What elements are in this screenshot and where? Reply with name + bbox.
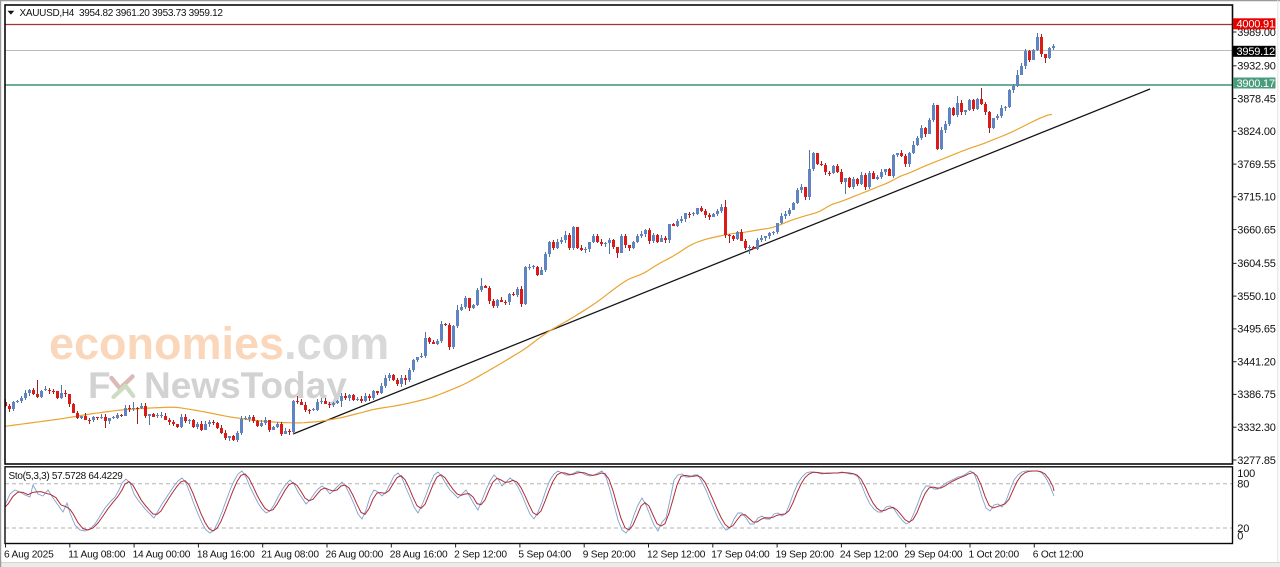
- svg-text:3715.10: 3715.10: [1237, 192, 1275, 204]
- svg-text:3959.12: 3959.12: [1237, 46, 1275, 58]
- svg-text:21 Aug 08:00: 21 Aug 08:00: [261, 550, 319, 561]
- svg-text:3989.00: 3989.00: [1237, 27, 1275, 39]
- svg-text:3769.55: 3769.55: [1237, 159, 1275, 171]
- svg-text:20: 20: [1237, 523, 1249, 535]
- svg-text:3604.55: 3604.55: [1237, 258, 1275, 270]
- svg-text:Sto(5,3,3) 57.5728 64.4229: Sto(5,3,3) 57.5728 64.4229: [9, 471, 124, 482]
- svg-text:3900.17: 3900.17: [1237, 78, 1275, 90]
- svg-text:XAUUSD,H4 3954.82 3961.20 395: XAUUSD,H4 3954.82 3961.20 3953.73 3959.1…: [20, 8, 224, 19]
- svg-text:NewsToday: NewsToday: [144, 365, 347, 406]
- svg-text:100: 100: [1237, 468, 1255, 480]
- svg-text:3824.00: 3824.00: [1237, 126, 1275, 138]
- svg-text:F: F: [88, 365, 111, 406]
- svg-text:5 Sep 04:00: 5 Sep 04:00: [518, 550, 571, 561]
- svg-text:9 Sep 20:00: 9 Sep 20:00: [583, 550, 636, 561]
- svg-text:3386.75: 3386.75: [1237, 389, 1275, 401]
- svg-text:4000.91: 4000.91: [1237, 19, 1275, 31]
- svg-text:6 Oct 12:00: 6 Oct 12:00: [1033, 550, 1084, 561]
- svg-text:24 Sep 12:00: 24 Sep 12:00: [840, 550, 899, 561]
- svg-text:3277.85: 3277.85: [1237, 455, 1275, 467]
- svg-text:3878.45: 3878.45: [1237, 93, 1275, 105]
- svg-text:80: 80: [1237, 479, 1249, 491]
- svg-text:6 Aug 2025: 6 Aug 2025: [4, 550, 54, 561]
- svg-text:11 Aug 08:00: 11 Aug 08:00: [68, 550, 125, 561]
- svg-text:3660.65: 3660.65: [1237, 224, 1275, 236]
- svg-text:19 Sep 20:00: 19 Sep 20:00: [776, 550, 835, 561]
- svg-text:3932.90: 3932.90: [1237, 61, 1275, 73]
- svg-text:economies.com: economies.com: [49, 318, 389, 369]
- svg-text:2 Sep 12:00: 2 Sep 12:00: [454, 550, 507, 561]
- svg-text:26 Aug 00:00: 26 Aug 00:00: [326, 550, 384, 561]
- svg-text:17 Sep 04:00: 17 Sep 04:00: [711, 550, 770, 561]
- svg-text:12 Sep 12:00: 12 Sep 12:00: [647, 550, 706, 561]
- svg-text:18 Aug 16:00: 18 Aug 16:00: [197, 550, 255, 561]
- svg-text:0: 0: [1237, 530, 1243, 542]
- svg-text:3495.65: 3495.65: [1237, 324, 1275, 336]
- svg-text:14 Aug 00:00: 14 Aug 00:00: [133, 550, 191, 561]
- svg-text:28 Aug 16:00: 28 Aug 16:00: [390, 550, 448, 561]
- svg-text:3441.20: 3441.20: [1237, 357, 1275, 369]
- svg-text:3332.30: 3332.30: [1237, 422, 1275, 434]
- svg-text:29 Sep 04:00: 29 Sep 04:00: [904, 550, 963, 561]
- svg-text:1 Oct 20:00: 1 Oct 20:00: [969, 550, 1020, 561]
- svg-text:3550.10: 3550.10: [1237, 291, 1275, 303]
